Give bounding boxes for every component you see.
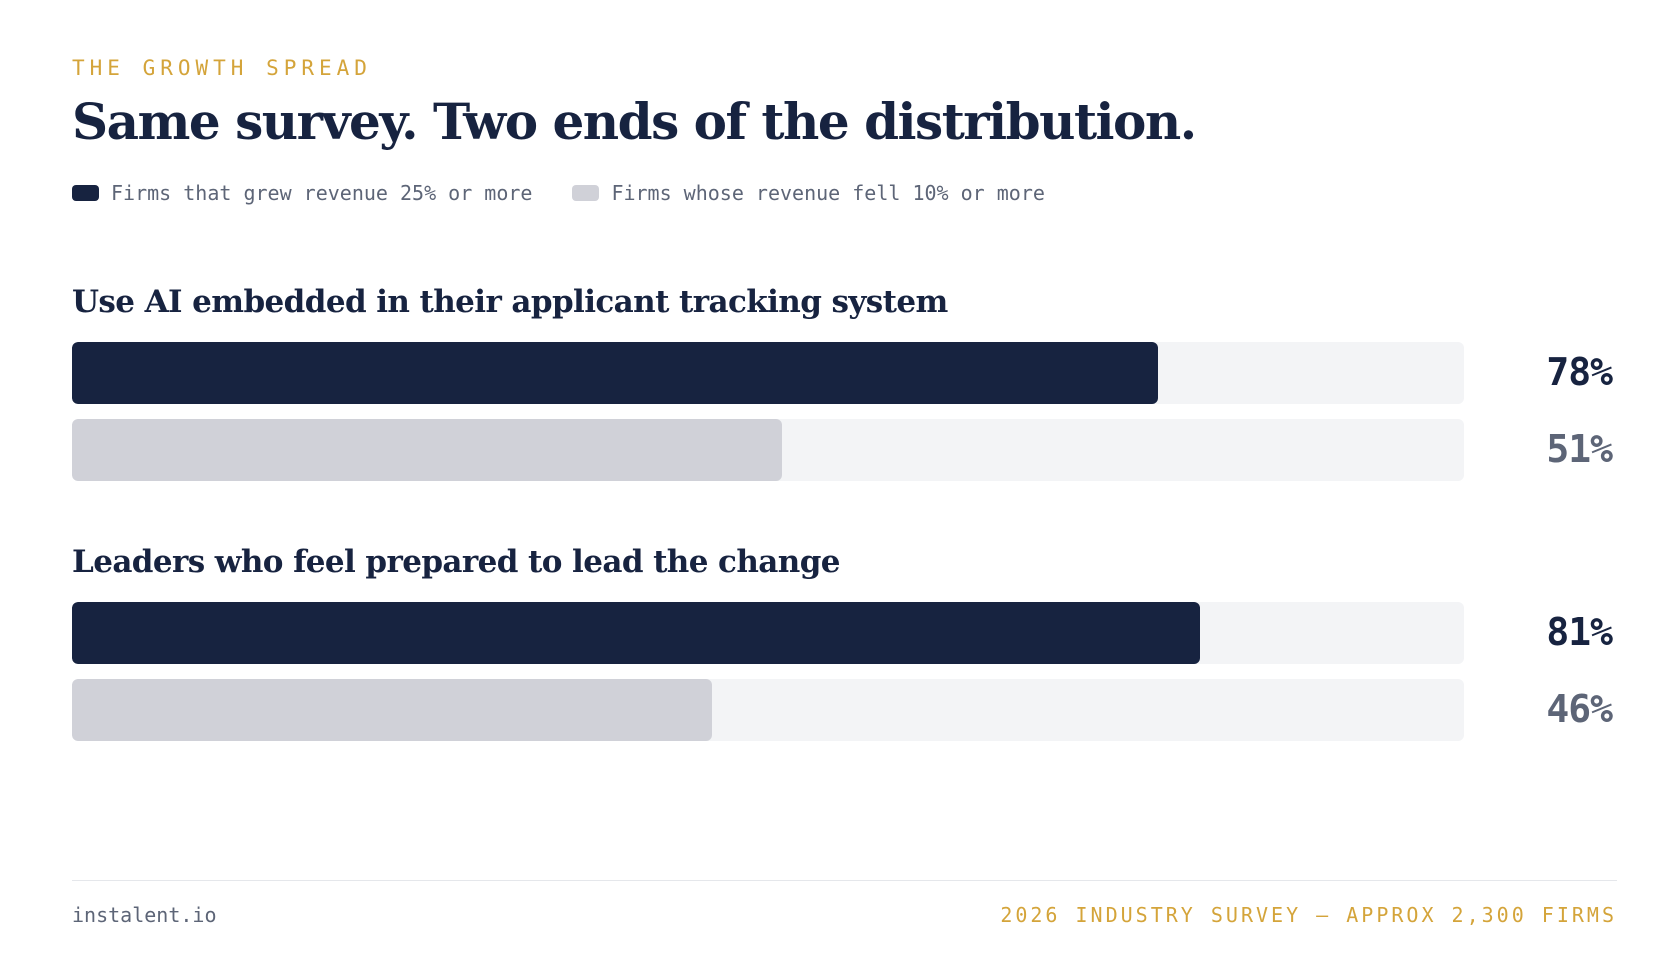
legend-item-decline: Firms whose revenue fell 10% or more: [572, 181, 1045, 205]
bar-track: [72, 679, 1464, 741]
legend: Firms that grew revenue 25% or more Firm…: [72, 181, 1085, 205]
bar-track: [72, 602, 1464, 664]
bar-group-leaders-prepared: Leaders who feel prepared to lead the ch…: [72, 544, 1613, 741]
category-label: Use AI embedded in their applicant track…: [72, 284, 948, 320]
bar-decline: [72, 679, 713, 741]
legend-swatch-decline: [572, 185, 600, 201]
legend-item-growth: Firms that grew revenue 25% or more: [72, 181, 532, 205]
bar-growth: [72, 602, 1200, 664]
bar-growth: [72, 342, 1158, 404]
bar-row-decline: 46%: [72, 679, 1613, 741]
legend-label-growth: Firms that grew revenue 25% or more: [111, 181, 533, 205]
value-label: 46%: [1546, 687, 1613, 731]
bar-row-growth: 81%: [72, 602, 1613, 664]
value-label: 78%: [1546, 350, 1613, 394]
bar-row-growth: 78%: [72, 342, 1613, 404]
bar-decline: [72, 419, 782, 481]
footer-source: instalent.io: [72, 903, 217, 927]
footer-divider: [72, 880, 1617, 881]
bar-group-ai-ats: Use AI embedded in their applicant track…: [72, 284, 1613, 481]
chart-title: Same survey. Two ends of the distributio…: [72, 92, 1197, 151]
value-label: 51%: [1546, 427, 1613, 471]
bar-row-decline: 51%: [72, 419, 1613, 481]
bar-track: [72, 419, 1464, 481]
bar-track: [72, 342, 1464, 404]
value-label: 81%: [1546, 610, 1613, 654]
footer-note: 2026 INDUSTRY SURVEY — APPROX 2,300 FIRM…: [1000, 903, 1617, 927]
category-label: Leaders who feel prepared to lead the ch…: [72, 544, 841, 580]
legend-swatch-growth: [72, 185, 99, 201]
legend-label-decline: Firms whose revenue fell 10% or more: [611, 181, 1045, 205]
eyebrow-label: THE GROWTH SPREAD: [72, 56, 372, 80]
